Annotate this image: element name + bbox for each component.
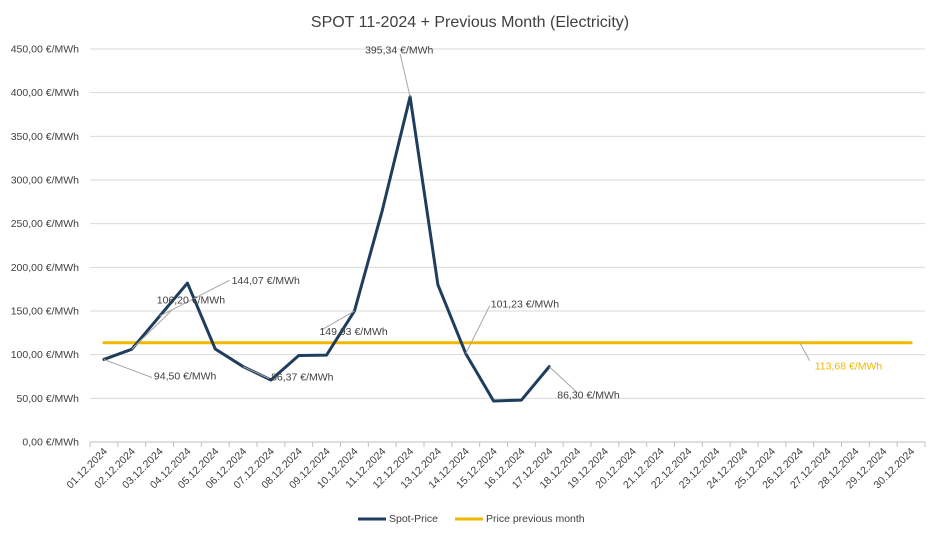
data-label-leader <box>548 366 578 393</box>
y-tick-label: 100,00 €/MWh <box>11 349 79 361</box>
y-axis-tick-labels: 0,00 €/MWh 50,00 €/MWh 100,00 €/MWh 150,00 … <box>11 44 79 449</box>
y-tick-label: 200,00 €/MWh <box>11 262 79 274</box>
data-label: 94,50 €/MWh <box>154 370 217 382</box>
gridlines <box>90 48 925 399</box>
series-lines <box>102 95 913 403</box>
chart-title: SPOT 11-2024 + Previous Month (Electrici… <box>311 14 629 31</box>
x-axis: 01.12.202402.12.202403.12.202404.12.2024… <box>64 441 926 491</box>
data-label-leaders <box>103 53 811 393</box>
y-tick-label: 0,00 €/MWh <box>22 437 79 449</box>
data-label-leader <box>465 305 491 354</box>
data-label: 395,34 €/MWh <box>365 45 433 57</box>
y-tick-label: 250,00 €/MWh <box>11 218 79 230</box>
data-label-leader <box>242 366 270 380</box>
data-label-leader <box>159 279 230 317</box>
legend-label-price-previous-month: Price previous month <box>486 513 585 525</box>
data-label: 86,37 €/MWh <box>271 372 334 384</box>
data-label-leader <box>399 53 411 97</box>
data-label-leader <box>103 359 153 378</box>
y-tick-label: 50,00 €/MWh <box>17 393 80 405</box>
y-tick-label: 150,00 €/MWh <box>11 306 79 318</box>
y-tick-label: 450,00 €/MWh <box>11 44 79 56</box>
data-label: 106,20 €/MWh <box>157 294 225 306</box>
data-label: 101,23 €/MWh <box>491 299 559 311</box>
data-label-leader <box>131 309 173 350</box>
y-tick-label: 400,00 €/MWh <box>11 87 79 99</box>
series-line-spot-price <box>102 95 551 403</box>
data-label: 113,68 €/MWh <box>815 361 883 373</box>
data-label-leader <box>321 310 355 331</box>
legend: Spot-Price Price previous month <box>358 513 585 525</box>
y-tick-label: 350,00 €/MWh <box>11 131 79 143</box>
data-label: 149,93 €/MWh <box>319 326 387 338</box>
data-label: 86,30 €/MWh <box>557 390 620 402</box>
data-label-leader <box>799 342 811 361</box>
legend-label-spot-price: Spot-Price <box>389 513 438 525</box>
data-label: 144,07 €/MWh <box>232 275 300 287</box>
y-tick-label: 300,00 €/MWh <box>11 175 79 187</box>
data-labels: 94,50 €/MWh 106,20 €/MWh 144,07 €/MWh 86,37… <box>154 45 883 402</box>
